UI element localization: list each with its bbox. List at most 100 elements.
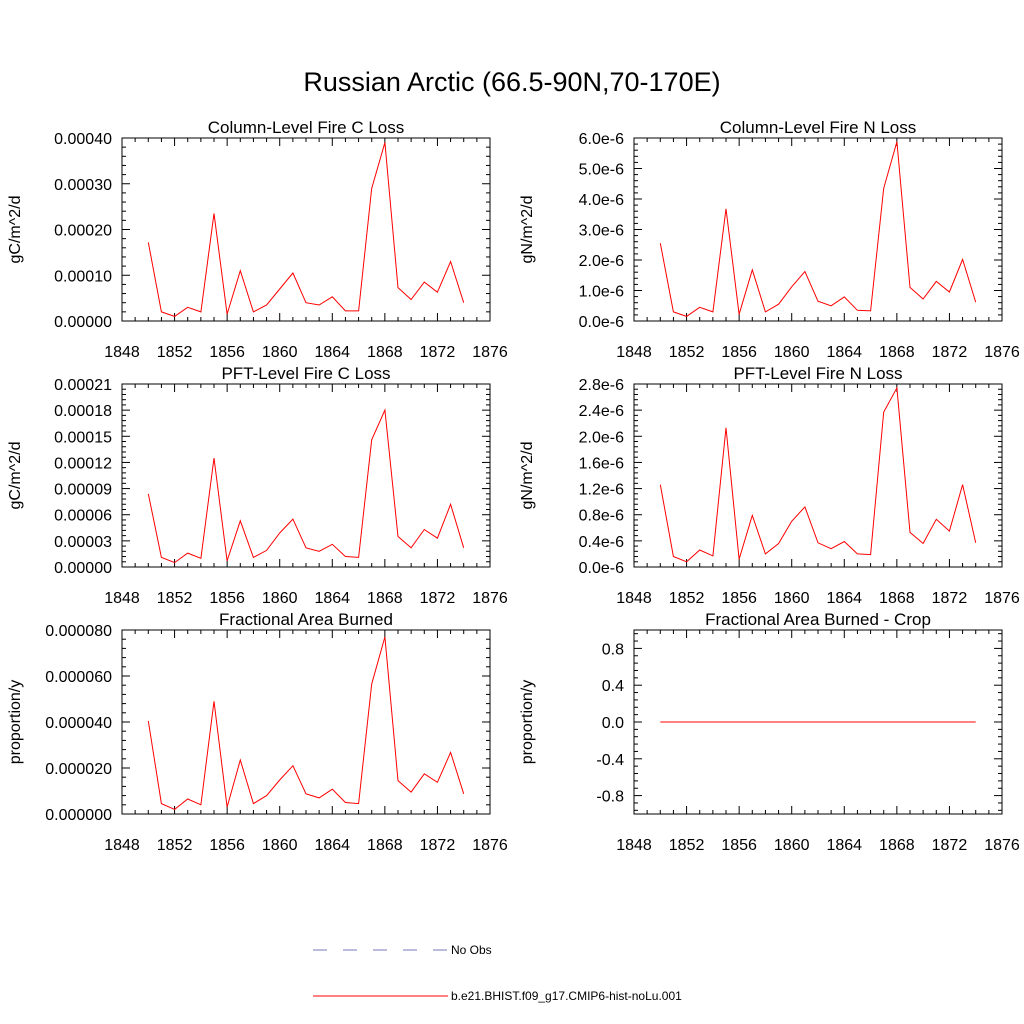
y-tick-label: 2.0e-6 [579,253,624,270]
x-tick-label: 1856 [209,837,245,854]
chart-panel-3: PFT-Level Fire C Loss gC/m^2/d 1848 1852 185… [7,364,508,607]
x-tick-label: 1856 [209,344,245,361]
x-tick-label: 1852 [157,590,193,607]
x-tick-label: 1876 [472,837,508,854]
x-tick-label: 1860 [774,837,810,854]
y-tick-label: 1.6e-6 [579,455,624,472]
y-tick-label: 0.4 [602,678,624,695]
x-tick-label: 1848 [104,590,140,607]
legend-label-2: b.e21.BHIST.f09_g17.CMIP6-hist-noLu.001 [451,989,682,1003]
panel-title: Column-Level Fire N Loss [720,118,917,137]
x-tick-label: 1868 [367,344,403,361]
x-tick-label: 1856 [721,837,757,854]
plot-frame [121,383,491,568]
x-tick-label: 1852 [157,837,193,854]
x-tick-label: 1876 [984,837,1020,854]
plot-frame [633,383,1003,568]
x-tick-label: 1856 [721,590,757,607]
x-tick-label: 1852 [669,837,705,854]
panel-title: Column-Level Fire C Loss [208,118,405,137]
y-tick-label: 0.00015 [54,429,112,446]
y-tick-label: 0.8e-6 [579,508,624,525]
chart-panel-6: Fractional Area Burned - Crop proportion/… [519,610,1020,854]
y-tick-label: 0.8 [602,641,624,658]
y-tick-label: 1.0e-6 [579,284,624,301]
x-tick-label: 1868 [879,344,915,361]
x-tick-label: 1864 [826,344,862,361]
panels: Column-Level Fire C Loss gC/m^2/d 1848 1852… [7,118,1020,854]
y-tick-label: 0.00020 [54,223,112,240]
y-tick-label: 0.00010 [54,268,112,285]
figure-title: Russian Arctic (66.5-90N,70-170E) [303,67,720,97]
legend-label-1: No Obs [451,943,492,957]
x-tick-label: 1860 [774,344,810,361]
chart-panel-1: Column-Level Fire C Loss gC/m^2/d 1848 1852… [7,118,508,361]
x-tick-label: 1872 [420,590,456,607]
y-tick-label: 0.0e-6 [579,314,624,331]
chart-panel-4: PFT-Level Fire N Loss gN/m^2/d 1848 1852 185… [519,364,1020,607]
y-tick-label: 0.0e-6 [579,560,624,577]
y-axis-label: gC/m^2/d [7,442,24,510]
x-tick-label: 1864 [826,590,862,607]
y-axis-label: proportion/y [7,680,24,765]
legend: No Obs b.e21.BHIST.f09_g17.CMIP6-hist-noL… [313,943,682,1003]
y-tick-label: 0.000080 [45,623,112,640]
x-tick-label: 1848 [104,837,140,854]
y-tick-label: 0.000040 [45,715,112,732]
x-tick-label: 1852 [669,344,705,361]
x-tick-label: 1868 [879,590,915,607]
y-tick-label: 0.00012 [54,455,112,472]
y-axis-label: proportion/y [519,680,536,765]
x-tick-label: 1876 [472,344,508,361]
x-tick-label: 1876 [984,590,1020,607]
x-tick-label: 1848 [616,590,652,607]
series-line-1 [659,386,977,563]
y-tick-label: 1.2e-6 [579,482,624,499]
panel-title: PFT-Level Fire C Loss [221,364,390,383]
x-tick-label: 1860 [262,590,298,607]
y-axis-label: gN/m^2/d [519,442,536,510]
y-tick-label: 0.4e-6 [579,534,624,551]
x-tick-label: 1868 [367,837,403,854]
panel-title: Fractional Area Burned - Crop [705,610,931,629]
x-tick-label: 1876 [984,344,1020,361]
x-tick-label: 1860 [262,837,298,854]
y-tick-label: 4.0e-6 [579,192,624,209]
x-tick-label: 1876 [472,590,508,607]
x-tick-label: 1856 [209,590,245,607]
x-tick-label: 1860 [262,344,298,361]
series-line-1 [147,408,465,564]
plot-frame [121,629,491,815]
y-tick-label: 0.00006 [54,508,112,525]
y-tick-label: -0.4 [596,752,624,769]
x-tick-label: 1848 [104,344,140,361]
chart-panel-5: Fractional Area Burned proportion/y 1848 18… [7,610,508,854]
series-line-1 [659,141,977,317]
y-tick-label: 0.00009 [54,482,112,499]
x-tick-label: 1872 [932,590,968,607]
plot-frame [633,137,1003,322]
x-tick-label: 1848 [616,837,652,854]
y-tick-label: 6.0e-6 [579,131,624,148]
y-tick-label: 0.00040 [54,131,112,148]
panel-title: PFT-Level Fire N Loss [733,364,902,383]
x-tick-label: 1872 [420,344,456,361]
x-tick-label: 1864 [314,590,350,607]
y-tick-label: 0.00021 [54,377,112,394]
x-tick-label: 1856 [721,344,757,361]
y-tick-label: 0.00003 [54,534,112,551]
x-tick-label: 1848 [616,344,652,361]
series-line-1 [147,636,465,810]
x-tick-label: 1872 [932,344,968,361]
y-tick-label: -0.8 [596,789,624,806]
series-line-1 [147,142,465,317]
x-tick-label: 1872 [932,837,968,854]
y-tick-label: 2.0e-6 [579,429,624,446]
x-tick-label: 1872 [420,837,456,854]
y-tick-label: 2.8e-6 [579,377,624,394]
y-tick-label: 0.00000 [54,314,112,331]
y-tick-label: 0.000020 [45,761,112,778]
x-tick-label: 1852 [669,590,705,607]
y-axis-label: gN/m^2/d [519,196,536,264]
